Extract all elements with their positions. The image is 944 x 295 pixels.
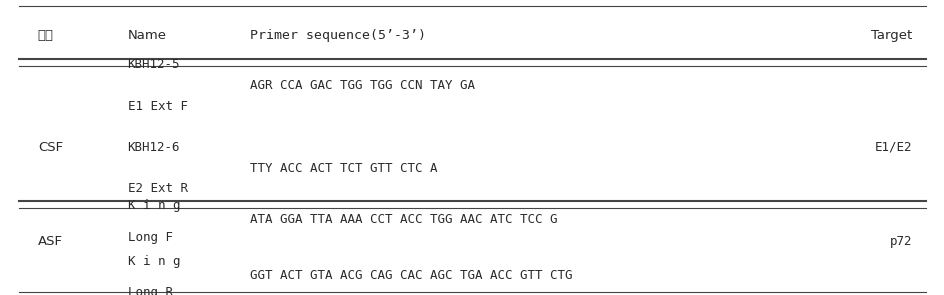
Text: K i n g: K i n g [127, 255, 180, 268]
Text: E1/E2: E1/E2 [873, 141, 911, 154]
Text: KBH12-5: KBH12-5 [127, 58, 180, 71]
Text: K i n g: K i n g [127, 199, 180, 212]
Text: GGT ACT GTA ACG CAG CAC AGC TGA ACC GTT CTG: GGT ACT GTA ACG CAG CAC AGC TGA ACC GTT … [250, 269, 572, 282]
Text: p72: p72 [888, 235, 911, 248]
Text: ASF: ASF [38, 235, 62, 248]
Text: Primer sequence(5’-3’): Primer sequence(5’-3’) [250, 29, 426, 42]
Text: ATA GGA TTA AAA CCT ACC TGG AAC ATC TCC G: ATA GGA TTA AAA CCT ACC TGG AAC ATC TCC … [250, 213, 557, 226]
Text: Name: Name [127, 29, 166, 42]
Text: E2 Ext R: E2 Ext R [127, 182, 187, 195]
Text: CSF: CSF [38, 141, 63, 154]
Text: AGR CCA GAC TGG TGG CCN TAY GA: AGR CCA GAC TGG TGG CCN TAY GA [250, 79, 475, 92]
Text: Long R: Long R [127, 286, 173, 295]
Text: KBH12-6: KBH12-6 [127, 141, 180, 154]
Text: Target: Target [869, 29, 911, 42]
Text: TTY ACC ACT TCT GTT CTC A: TTY ACC ACT TCT GTT CTC A [250, 162, 437, 175]
Text: E1 Ext F: E1 Ext F [127, 100, 187, 113]
Text: 질병: 질병 [38, 29, 54, 42]
Text: Long F: Long F [127, 231, 173, 244]
